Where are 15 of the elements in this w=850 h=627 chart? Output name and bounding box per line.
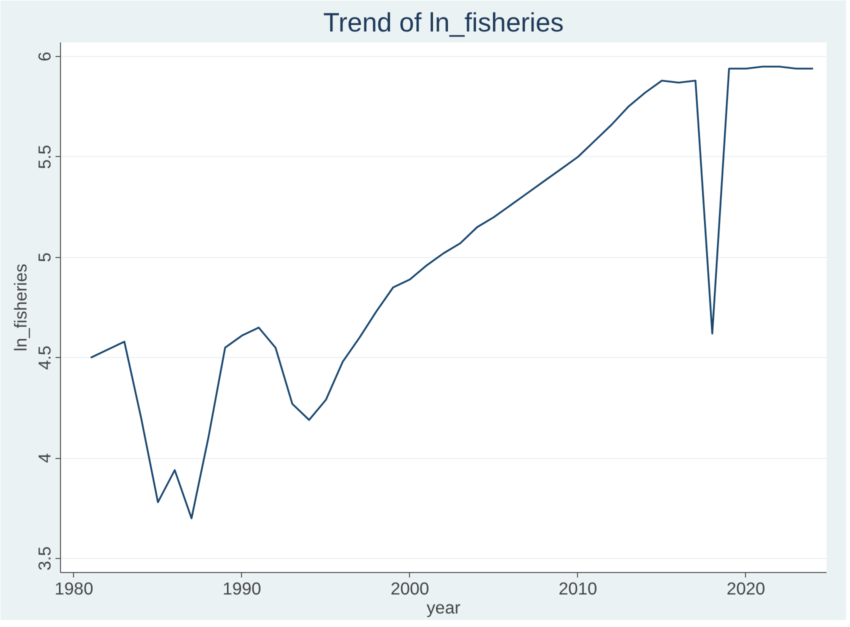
y-tick-label: 5.5	[34, 144, 54, 169]
line-series	[90, 66, 814, 520]
y-tick-label: 5	[34, 252, 54, 262]
x-tick-label: 2020	[726, 578, 766, 598]
y-tick-label: 3.5	[34, 546, 54, 570]
x-tick-label: 1990	[222, 578, 262, 598]
x-tick-label: 2000	[390, 578, 430, 598]
x-axis-title: year	[426, 598, 461, 618]
y-tick-label: 6	[34, 52, 54, 62]
y-tick-label: 4	[34, 452, 54, 463]
chart-title: Trend of ln_fisheries	[323, 8, 564, 38]
y-tick-label: 4.5	[34, 346, 54, 370]
x-tick-label: 2010	[558, 578, 598, 598]
x-tick-label: 1980	[54, 578, 94, 598]
y-axis-title: ln_fisheries	[10, 263, 30, 352]
